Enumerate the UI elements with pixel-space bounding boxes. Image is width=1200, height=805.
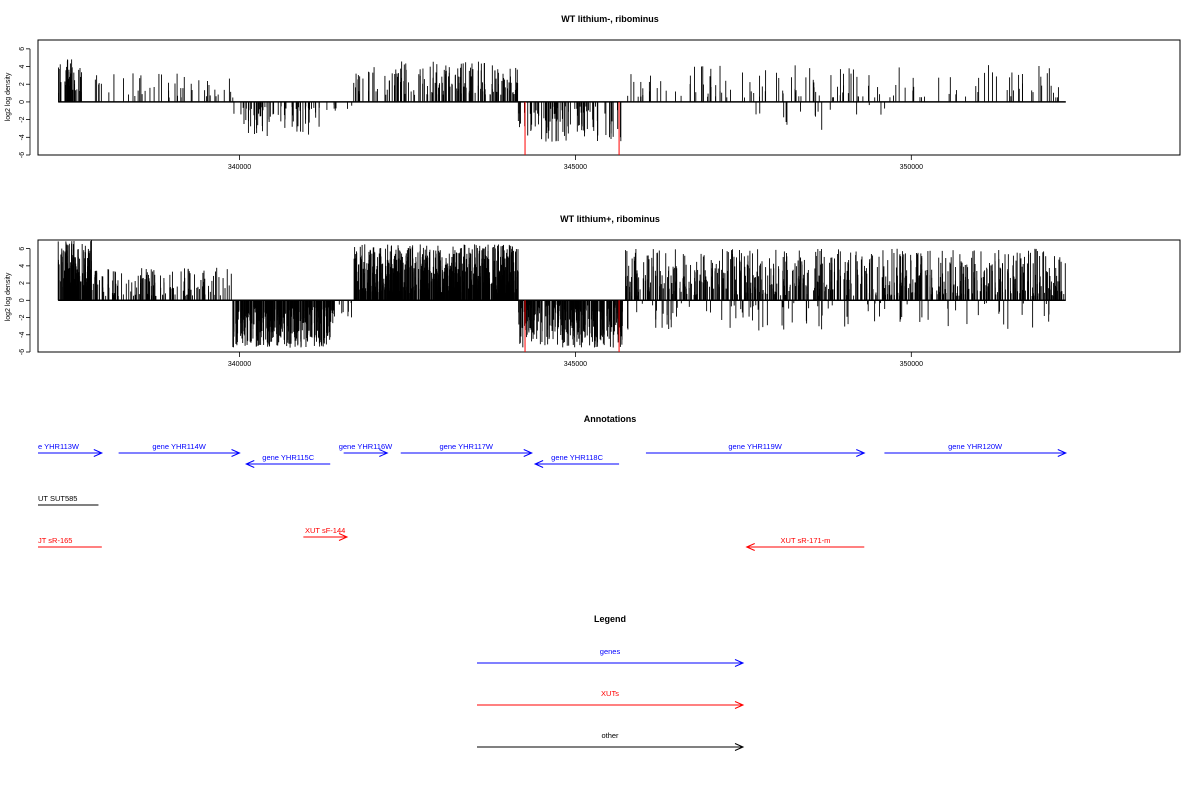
x-tick-label: 350000 [900, 361, 923, 368]
arrow-head-right [379, 449, 389, 457]
coverage-bars [57, 240, 1066, 352]
legend-item-other: other [477, 731, 745, 751]
feature-label: gene YHR115C [262, 453, 314, 462]
annotation-feature-gene: gene YHR116W [339, 442, 393, 457]
annotation-feature-xut: XUT sR-171-m [745, 536, 865, 551]
x-tick-label: 345000 [564, 361, 587, 368]
x-tick-label: 340000 [228, 361, 251, 368]
annotation-feature-xut: XUT sF-144 [303, 526, 349, 541]
arrow-head-right [93, 449, 104, 457]
annotation-feature-gene: gene YHR119W [645, 442, 866, 457]
legend-label: genes [600, 647, 621, 656]
arrow-head-right [523, 449, 533, 457]
x-tick-label: 345000 [564, 164, 587, 171]
legend-item-xut: XUTs [477, 689, 745, 709]
arrow-head-right [734, 743, 745, 751]
legend-label: XUTs [601, 689, 619, 698]
y-tick-label: 2 [19, 82, 26, 86]
coverage-bars [58, 59, 1066, 155]
y-tick-label: -2 [19, 116, 26, 122]
annotation-feature-gene: gene YHR118C [533, 453, 620, 468]
coverage-panel-lithium-plus: WT lithium+, ribominus log2 log density … [5, 214, 1181, 368]
arrow-head-right [231, 449, 241, 457]
feature-label: JT sR-165 [38, 536, 72, 545]
x-axis: 340000 345000 350000 [228, 352, 923, 368]
feature-label: gene YHR114W [152, 442, 206, 451]
plot-frame [37, 239, 1181, 353]
annotation-feature-gene: e YHR113W [38, 442, 104, 457]
plot-frame [37, 39, 1181, 156]
panel-title: WT lithium+, ribominus [560, 214, 660, 224]
y-axis: 6 4 2 0 -2 -4 -6 [19, 247, 31, 355]
feature-label: gene YHR120W [948, 442, 1003, 451]
annotation-features: e YHR113W gene YHR114W gene YHR115C gene YH… [38, 442, 1068, 551]
feature-label: gene YHR117W [439, 442, 493, 451]
annotation-feature-gene: gene YHR117W [400, 442, 533, 457]
y-axis-label: log2 log density [5, 272, 12, 321]
annotations-title: Annotations [584, 414, 637, 424]
annotation-feature-gene: gene YHR115C [244, 453, 331, 468]
arrow-head-right [734, 659, 745, 667]
annotation-feature-other: UT SUT585 [38, 494, 99, 506]
arrow-head-right [734, 701, 745, 709]
x-axis: 340000 345000 350000 [228, 155, 923, 171]
y-tick-label: 4 [19, 64, 26, 68]
feature-label: XUT sR-171-m [781, 536, 831, 545]
legend: Legend genes XUTs other [477, 614, 745, 751]
y-tick-label: 4 [19, 264, 26, 268]
y-axis-label: log2 log density [5, 72, 12, 121]
y-tick-label: -4 [19, 134, 26, 140]
legend-label: other [601, 731, 619, 740]
arrow-head-right [856, 449, 866, 457]
arrow-head-left [533, 460, 544, 468]
arrow-head-right [338, 533, 349, 541]
feature-label: gene YHR119W [728, 442, 782, 451]
y-tick-label: 0 [19, 100, 26, 104]
feature-label: e YHR113W [38, 442, 80, 451]
y-tick-label: -2 [19, 314, 26, 320]
legend-item-gene: genes [477, 647, 745, 667]
panel-title: WT lithium-, ribominus [561, 14, 659, 24]
y-axis: 6 4 2 0 -2 -4 -6 [19, 47, 31, 158]
coverage-panel-lithium-minus: WT lithium-, ribominus log2 log density … [5, 14, 1181, 171]
feature-label: gene YHR116W [339, 442, 393, 451]
y-tick-label: -6 [19, 152, 26, 158]
y-tick-label: 0 [19, 298, 26, 302]
arrow-head-right [1057, 449, 1068, 457]
x-tick-label: 350000 [900, 164, 923, 171]
annotations-track: Annotations e YHR113W gene YHR114W gene YH… [38, 414, 1068, 551]
feature-label: gene YHR118C [551, 453, 603, 462]
y-tick-label: 6 [19, 247, 26, 251]
feature-label: XUT sF-144 [305, 526, 345, 535]
annotation-feature-gene: gene YHR114W [118, 442, 241, 457]
y-tick-label: 6 [19, 47, 26, 51]
y-tick-label: -6 [19, 349, 26, 355]
y-tick-label: 2 [19, 281, 26, 285]
annotation-feature-gene: gene YHR120W [884, 442, 1068, 457]
arrow-head-left [745, 543, 755, 551]
feature-label: UT SUT585 [38, 494, 77, 503]
y-tick-label: -4 [19, 332, 26, 338]
annotation-feature-xut: JT sR-165 [38, 536, 102, 548]
legend-title: Legend [594, 614, 626, 624]
x-tick-label: 340000 [228, 164, 251, 171]
legend-items: genes XUTs other [477, 647, 745, 751]
arrow-head-left [244, 460, 255, 468]
